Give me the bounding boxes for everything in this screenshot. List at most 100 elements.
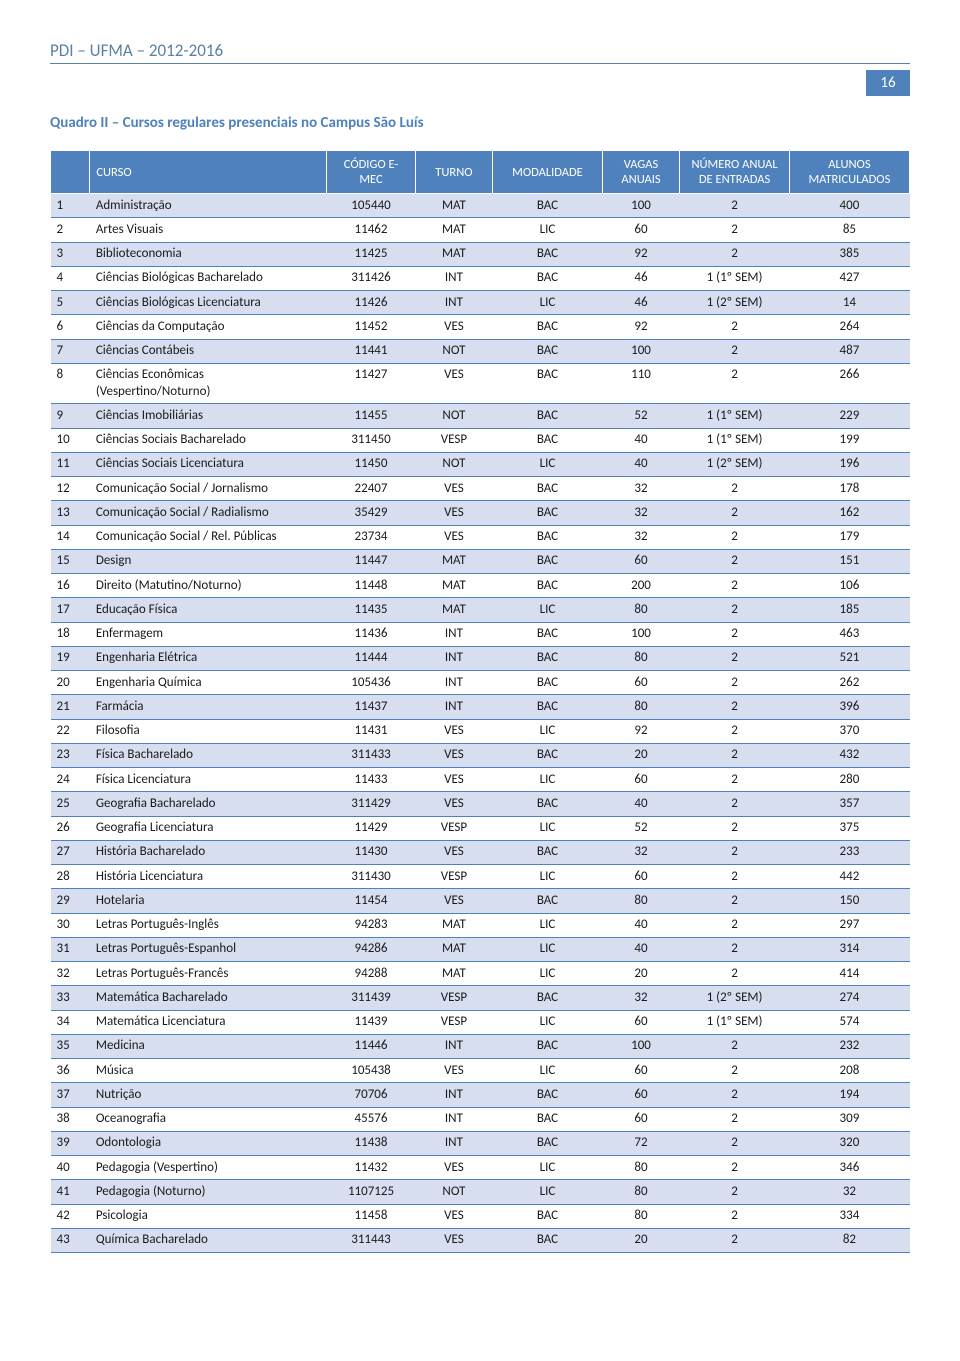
cell-codigo: 311450 bbox=[327, 428, 415, 452]
cell-vagas: 32 bbox=[602, 501, 680, 525]
cell-entradas: 2 bbox=[680, 937, 790, 961]
cell-number: 8 bbox=[51, 363, 90, 404]
cell-matriculados: 442 bbox=[789, 865, 909, 889]
cell-modalidade: BAC bbox=[493, 1131, 603, 1155]
cell-vagas: 32 bbox=[602, 840, 680, 864]
cell-turno: INT bbox=[415, 291, 493, 315]
cell-curso: Ciências Contábeis bbox=[90, 339, 327, 363]
cell-number: 6 bbox=[51, 315, 90, 339]
table-row: 39Odontologia11438INTBAC722320 bbox=[51, 1131, 910, 1155]
table-row: 15Design11447MATBAC602151 bbox=[51, 549, 910, 573]
col-header-curso: CURSO bbox=[90, 151, 327, 194]
cell-matriculados: 574 bbox=[789, 1010, 909, 1034]
cell-modalidade: LIC bbox=[493, 452, 603, 476]
cell-entradas: 2 bbox=[680, 695, 790, 719]
table-row: 42Psicologia11458VESBAC802334 bbox=[51, 1204, 910, 1228]
cell-codigo: 11447 bbox=[327, 549, 415, 573]
table-row: 18Enfermagem11436INTBAC1002463 bbox=[51, 622, 910, 646]
cell-number: 13 bbox=[51, 501, 90, 525]
cell-codigo: 11454 bbox=[327, 889, 415, 913]
table-row: 16Direito (Matutino/Noturno)11448MATBAC2… bbox=[51, 574, 910, 598]
cell-entradas: 1 (1º SEM) bbox=[680, 1010, 790, 1034]
table-row: 7Ciências Contábeis11441NOTBAC1002487 bbox=[51, 339, 910, 363]
cell-matriculados: 375 bbox=[789, 816, 909, 840]
cell-vagas: 40 bbox=[602, 792, 680, 816]
cell-curso: Letras Português-Inglês bbox=[90, 913, 327, 937]
cell-vagas: 52 bbox=[602, 404, 680, 428]
cell-entradas: 2 bbox=[680, 1156, 790, 1180]
table-row: 36Música105438VESLIC602208 bbox=[51, 1059, 910, 1083]
table-row: 34Matemática Licenciatura11439VESPLIC601… bbox=[51, 1010, 910, 1034]
col-header-vagas: VAGAS ANUAIS bbox=[602, 151, 680, 194]
cell-turno: INT bbox=[415, 622, 493, 646]
table-row: 29Hotelaria11454VESBAC802150 bbox=[51, 889, 910, 913]
table-row: 5Ciências Biológicas Licenciatura11426IN… bbox=[51, 291, 910, 315]
cell-codigo: 311443 bbox=[327, 1228, 415, 1252]
cell-modalidade: BAC bbox=[493, 525, 603, 549]
cell-modalidade: LIC bbox=[493, 1180, 603, 1204]
cell-matriculados: 232 bbox=[789, 1034, 909, 1058]
cell-curso: Medicina bbox=[90, 1034, 327, 1058]
cell-curso: Ciências Econômicas (Vespertino/Noturno) bbox=[90, 363, 327, 404]
cell-matriculados: 106 bbox=[789, 574, 909, 598]
cell-turno: INT bbox=[415, 1131, 493, 1155]
cell-curso: Comunicação Social / Radialismo bbox=[90, 501, 327, 525]
cell-vagas: 80 bbox=[602, 889, 680, 913]
cell-codigo: 105440 bbox=[327, 194, 415, 218]
table-row: 25Geografia Bacharelado311429VESBAC40235… bbox=[51, 792, 910, 816]
cell-number: 18 bbox=[51, 622, 90, 646]
cell-codigo: 11426 bbox=[327, 291, 415, 315]
table-row: 8Ciências Econômicas (Vespertino/Noturno… bbox=[51, 363, 910, 404]
cell-turno: VES bbox=[415, 719, 493, 743]
cell-codigo: 311429 bbox=[327, 792, 415, 816]
page-number-container: 16 bbox=[50, 70, 910, 96]
table-row: 13Comunicação Social / Radialismo35429VE… bbox=[51, 501, 910, 525]
cell-entradas: 2 bbox=[680, 913, 790, 937]
cell-curso: Filosofia bbox=[90, 719, 327, 743]
cell-codigo: 311426 bbox=[327, 266, 415, 290]
col-header-matriculados: ALUNOS MATRICULADOS bbox=[789, 151, 909, 194]
cell-vagas: 80 bbox=[602, 1156, 680, 1180]
cell-curso: Engenharia Elétrica bbox=[90, 646, 327, 670]
cell-matriculados: 274 bbox=[789, 986, 909, 1010]
cell-turno: VES bbox=[415, 1228, 493, 1252]
cell-turno: VES bbox=[415, 501, 493, 525]
cell-number: 32 bbox=[51, 962, 90, 986]
cell-entradas: 2 bbox=[680, 840, 790, 864]
cell-curso: Odontologia bbox=[90, 1131, 327, 1155]
table-row: 38Oceanografia45576INTBAC602309 bbox=[51, 1107, 910, 1131]
cell-number: 37 bbox=[51, 1083, 90, 1107]
cell-curso: Administração bbox=[90, 194, 327, 218]
cell-vagas: 100 bbox=[602, 1034, 680, 1058]
cell-turno: VES bbox=[415, 525, 493, 549]
cell-turno: INT bbox=[415, 646, 493, 670]
table-row: 32Letras Português-Francês94288MATLIC202… bbox=[51, 962, 910, 986]
table-row: 24Física Licenciatura11433VESLIC602280 bbox=[51, 768, 910, 792]
cell-matriculados: 229 bbox=[789, 404, 909, 428]
cell-entradas: 2 bbox=[680, 889, 790, 913]
cell-turno: MAT bbox=[415, 549, 493, 573]
cell-curso: Matemática Bacharelado bbox=[90, 986, 327, 1010]
cell-modalidade: LIC bbox=[493, 962, 603, 986]
cell-modalidade: BAC bbox=[493, 792, 603, 816]
cell-turno: VES bbox=[415, 1059, 493, 1083]
cell-curso: Ciências da Computação bbox=[90, 315, 327, 339]
cell-modalidade: BAC bbox=[493, 242, 603, 266]
table-row: 11Ciências Sociais Licenciatura11450NOTL… bbox=[51, 452, 910, 476]
cell-matriculados: 14 bbox=[789, 291, 909, 315]
cell-curso: Geografia Licenciatura bbox=[90, 816, 327, 840]
cell-entradas: 2 bbox=[680, 1059, 790, 1083]
cell-matriculados: 432 bbox=[789, 743, 909, 767]
cell-number: 38 bbox=[51, 1107, 90, 1131]
cell-modalidade: BAC bbox=[493, 574, 603, 598]
cell-entradas: 2 bbox=[680, 598, 790, 622]
table-row: 3Biblioteconomia11425MATBAC922385 bbox=[51, 242, 910, 266]
cell-vagas: 60 bbox=[602, 1059, 680, 1083]
cell-codigo: 105438 bbox=[327, 1059, 415, 1083]
cell-entradas: 2 bbox=[680, 622, 790, 646]
cell-turno: VES bbox=[415, 743, 493, 767]
cell-matriculados: 179 bbox=[789, 525, 909, 549]
cell-matriculados: 427 bbox=[789, 266, 909, 290]
cell-codigo: 11455 bbox=[327, 404, 415, 428]
cell-turno: VESP bbox=[415, 1010, 493, 1034]
